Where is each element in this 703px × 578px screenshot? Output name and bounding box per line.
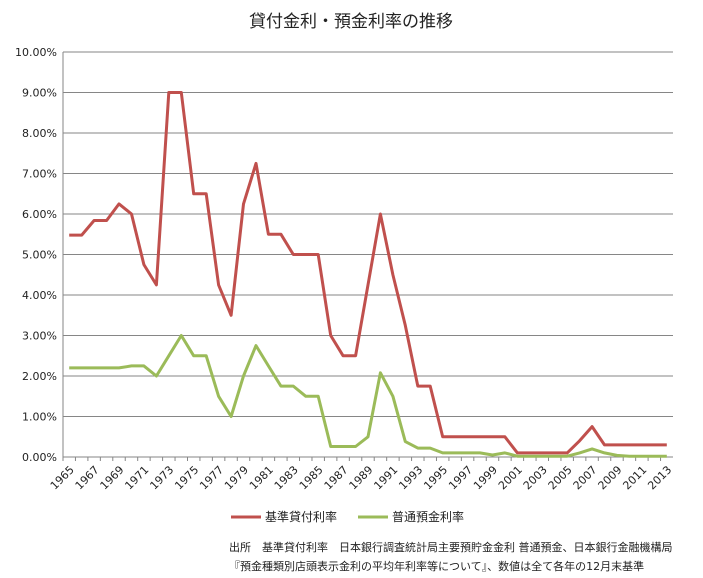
x-tick-label: 1997 [446,463,475,492]
x-tick-label: 2001 [496,463,525,492]
x-tick-label: 2005 [546,463,575,492]
x-tick-label: 2003 [521,463,550,492]
x-tick-label: 1983 [272,463,301,492]
x-tick-label: 1989 [347,463,376,492]
series-line-lending-rate [69,91,667,455]
x-tick-label: 1995 [421,463,450,492]
x-tick-label: 1991 [371,463,400,492]
y-tick-label: 8.00% [22,127,57,140]
y-tick-label: 10.00% [15,46,57,59]
x-tick-label: 1967 [73,463,102,492]
y-tick-label: 2.00% [22,370,57,383]
source-note-line-1: 出所 基準貸付利率 日本銀行調査統計局主要預貯金金利 普通預金、日本銀行金融機構… [229,540,673,554]
y-tick-label: 1.00% [22,411,57,424]
y-tick-label: 4.00% [22,289,57,302]
x-tick-label: 1977 [197,463,226,492]
source-note-line-2: 『預金種類別店頭表示金利の平均年利率等について』、数値は全て各年の12月末基準 [229,559,644,573]
y-tick-label: 3.00% [22,330,57,343]
y-tick-label: 5.00% [22,249,57,262]
x-tick-label: 2011 [620,463,649,492]
axes [62,52,673,461]
x-tick-label: 1985 [297,463,326,492]
x-tick-label: 1987 [322,463,351,492]
x-tick-label: 1971 [122,463,151,492]
y-tick-label: 0.00% [22,451,57,464]
y-axis-tick-labels: 0.00% 1.00% 2.00% 3.00% 4.00% 5.00% 6.00% 7.00%… [15,46,57,464]
y-tick-label: 9.00% [22,87,57,100]
x-tick-label: 1993 [396,463,425,492]
x-tick-label: 2009 [596,463,625,492]
x-tick-label: 1981 [247,463,276,492]
legend-label-lending-rate: 基準貸付利率 [265,509,337,524]
x-tick-label: 2007 [571,463,600,492]
x-tick-label: 2013 [645,463,674,492]
gridlines [63,51,673,458]
legend-label-deposit-rate: 普通預金利率 [392,509,464,524]
series-lines [69,91,667,458]
x-tick-label: 1979 [222,463,251,492]
x-tick-label: 1965 [48,463,77,492]
x-tick-label: 1973 [147,463,176,492]
x-axis-tick-labels: 1965196719691971197319751977197919811983… [48,463,675,492]
x-tick-label: 1999 [471,463,500,492]
y-tick-label: 7.00% [22,168,57,181]
y-tick-label: 6.00% [22,208,57,221]
x-tick-label: 1969 [98,463,127,492]
chart-title: 貸付金利・預金利率の推移 [249,12,453,32]
series-line-deposit-rate [69,334,667,458]
legend: 基準貸付利率 普通預金利率 [231,509,464,524]
x-tick-label: 1975 [172,463,201,492]
